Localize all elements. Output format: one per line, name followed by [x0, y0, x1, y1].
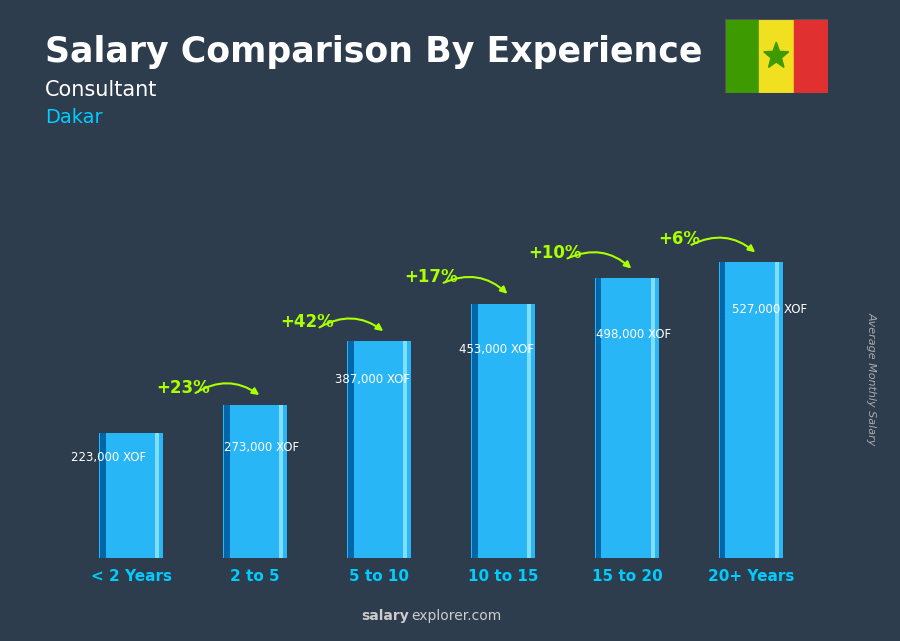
- Text: +42%: +42%: [280, 313, 334, 331]
- Bar: [224, 404, 230, 558]
- Bar: [99, 433, 164, 558]
- Text: 387,000 XOF: 387,000 XOF: [336, 373, 410, 386]
- Text: explorer.com: explorer.com: [411, 609, 501, 623]
- Bar: [794, 19, 828, 93]
- Bar: [223, 404, 287, 558]
- Bar: [279, 404, 283, 558]
- Bar: [759, 19, 794, 93]
- Bar: [596, 278, 601, 558]
- Bar: [155, 433, 159, 558]
- Text: Dakar: Dakar: [45, 108, 103, 127]
- Text: 527,000 XOF: 527,000 XOF: [732, 303, 807, 316]
- Text: 498,000 XOF: 498,000 XOF: [596, 328, 670, 341]
- Polygon shape: [764, 42, 788, 67]
- Text: +10%: +10%: [528, 244, 581, 262]
- Text: +6%: +6%: [658, 230, 700, 248]
- Text: 223,000 XOF: 223,000 XOF: [71, 451, 147, 464]
- Bar: [346, 340, 411, 558]
- Bar: [775, 262, 778, 558]
- Text: Consultant: Consultant: [45, 80, 158, 100]
- Bar: [718, 262, 783, 558]
- Bar: [526, 304, 531, 558]
- Text: +17%: +17%: [404, 268, 458, 287]
- Bar: [347, 340, 354, 558]
- Bar: [724, 19, 759, 93]
- Text: salary: salary: [362, 609, 410, 623]
- Bar: [720, 262, 725, 558]
- Text: +23%: +23%: [157, 379, 210, 397]
- Text: 453,000 XOF: 453,000 XOF: [459, 343, 535, 356]
- Text: Average Monthly Salary: Average Monthly Salary: [866, 312, 877, 445]
- Bar: [403, 340, 407, 558]
- Text: 273,000 XOF: 273,000 XOF: [224, 441, 299, 454]
- Bar: [100, 433, 105, 558]
- Bar: [472, 304, 478, 558]
- Bar: [471, 304, 536, 558]
- Text: Salary Comparison By Experience: Salary Comparison By Experience: [45, 35, 702, 69]
- Bar: [651, 278, 654, 558]
- Bar: [595, 278, 659, 558]
